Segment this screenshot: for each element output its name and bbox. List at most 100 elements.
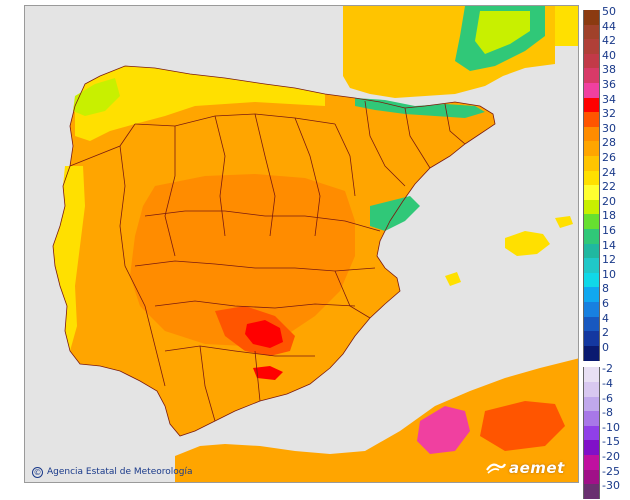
legend-swatch	[583, 469, 600, 485]
border-line	[214, 115, 226, 237]
legend-swatch	[583, 367, 600, 383]
legend-label: 50	[602, 5, 616, 18]
legend-label: 40	[602, 48, 616, 62]
legend-swatch	[583, 243, 600, 259]
legend-label: -20	[602, 450, 620, 463]
map-canvas	[25, 6, 578, 482]
border-line	[404, 107, 431, 169]
border-line	[164, 126, 176, 257]
ibiza	[445, 272, 461, 286]
border-line	[119, 145, 166, 387]
alps-warm-area	[475, 11, 530, 54]
legend-swatch	[583, 331, 600, 347]
border-line	[154, 300, 356, 309]
pyrenees-teal	[355, 98, 485, 118]
legend-swatch	[583, 24, 600, 40]
credit-text: Agencia Estatal de Meteorología	[47, 467, 193, 477]
legend-label: 12	[602, 253, 616, 267]
border-line	[69, 123, 136, 167]
legend-label: 34	[602, 92, 616, 106]
legend-swatch	[583, 272, 600, 288]
legend-swatch	[583, 302, 600, 318]
border-line	[294, 117, 321, 237]
mallorca	[505, 231, 550, 256]
legend-swatch	[583, 126, 600, 142]
border-line	[334, 270, 371, 319]
legend-swatch	[583, 484, 600, 500]
aemet-logo-text: aemet	[509, 459, 565, 477]
north-africa-land	[175, 358, 578, 482]
legend-swatch	[583, 440, 600, 456]
aemet-logo-icon	[486, 463, 506, 474]
central-warm	[130, 174, 355, 346]
legend-label: 4	[602, 311, 609, 325]
legend-label: 0	[602, 340, 609, 354]
border-line	[254, 350, 261, 402]
border-line	[144, 210, 381, 232]
border-line	[164, 345, 315, 357]
border-line	[444, 103, 466, 145]
legend-label: 8	[602, 282, 609, 296]
legend-label: 10	[602, 267, 616, 281]
legend-swatch	[583, 185, 600, 201]
border-line	[364, 100, 406, 187]
temperature-legend: 50 44 42 40 38 36 34 32 30 28 26 24 22 20 18 16 14 12 10 8 6…	[583, 5, 630, 500]
legend-swatch	[583, 345, 600, 361]
legend-label: 26	[602, 151, 616, 164]
north-coast-cool	[75, 66, 325, 141]
legend-label: 22	[602, 180, 616, 194]
legend-label: -10	[602, 420, 620, 434]
legend-label: 20	[602, 194, 616, 208]
legend-swatch	[583, 112, 600, 128]
aemet-logo: aemet	[486, 456, 578, 480]
legend-swatch	[583, 425, 600, 441]
border-line	[334, 123, 356, 197]
legend-swatch	[583, 287, 600, 303]
legend-label: 24	[602, 165, 616, 179]
border-line	[52, 65, 496, 437]
legend-label: 32	[602, 107, 616, 121]
legend-label: 18	[602, 209, 616, 223]
border-line	[199, 345, 216, 422]
africa-hot-band	[480, 401, 565, 451]
legend-swatch	[583, 316, 600, 332]
extreme-hot-spot	[245, 320, 283, 348]
legend-swatch	[583, 455, 600, 471]
legend-swatch	[583, 10, 600, 26]
temperature-map	[24, 5, 579, 483]
legend-swatch	[583, 199, 600, 215]
credit-line: © Agencia Estatal de Meteorología	[32, 464, 193, 480]
legend-swatch	[583, 229, 600, 245]
legend-label: 30	[602, 121, 616, 135]
border-line	[134, 113, 336, 127]
portugal-coast-cool	[53, 166, 85, 351]
legend-label: -8	[602, 406, 613, 420]
legend-label: 28	[602, 136, 616, 150]
legend-swatch	[583, 156, 600, 172]
legend-label: -30	[602, 479, 620, 493]
legend-label: -2	[602, 362, 613, 376]
galicia-green	[73, 78, 120, 116]
legend-label: -4	[602, 377, 613, 390]
legend-swatch	[583, 83, 600, 99]
corner-pale-area	[555, 6, 578, 46]
legend-swatch	[583, 53, 600, 69]
copyright-icon: ©	[32, 466, 43, 478]
legend-swatch	[583, 68, 600, 84]
legend-label: 44	[602, 19, 616, 33]
legend-swatch	[583, 258, 600, 274]
legend-label: 2	[602, 326, 609, 340]
menorca	[555, 216, 573, 228]
legend-swatch	[583, 382, 600, 398]
legend-label: 6	[602, 297, 609, 310]
province-borders	[52, 65, 496, 437]
legend-label: 36	[602, 78, 616, 91]
legend-swatch	[583, 411, 600, 427]
legend-label: -25	[602, 464, 620, 478]
legend-swatch	[583, 39, 600, 55]
legend-swatch	[583, 396, 600, 412]
legend-swatch	[583, 170, 600, 186]
legend-label: 16	[602, 224, 616, 237]
legend-swatch	[583, 97, 600, 113]
atlas-magenta	[417, 406, 470, 454]
